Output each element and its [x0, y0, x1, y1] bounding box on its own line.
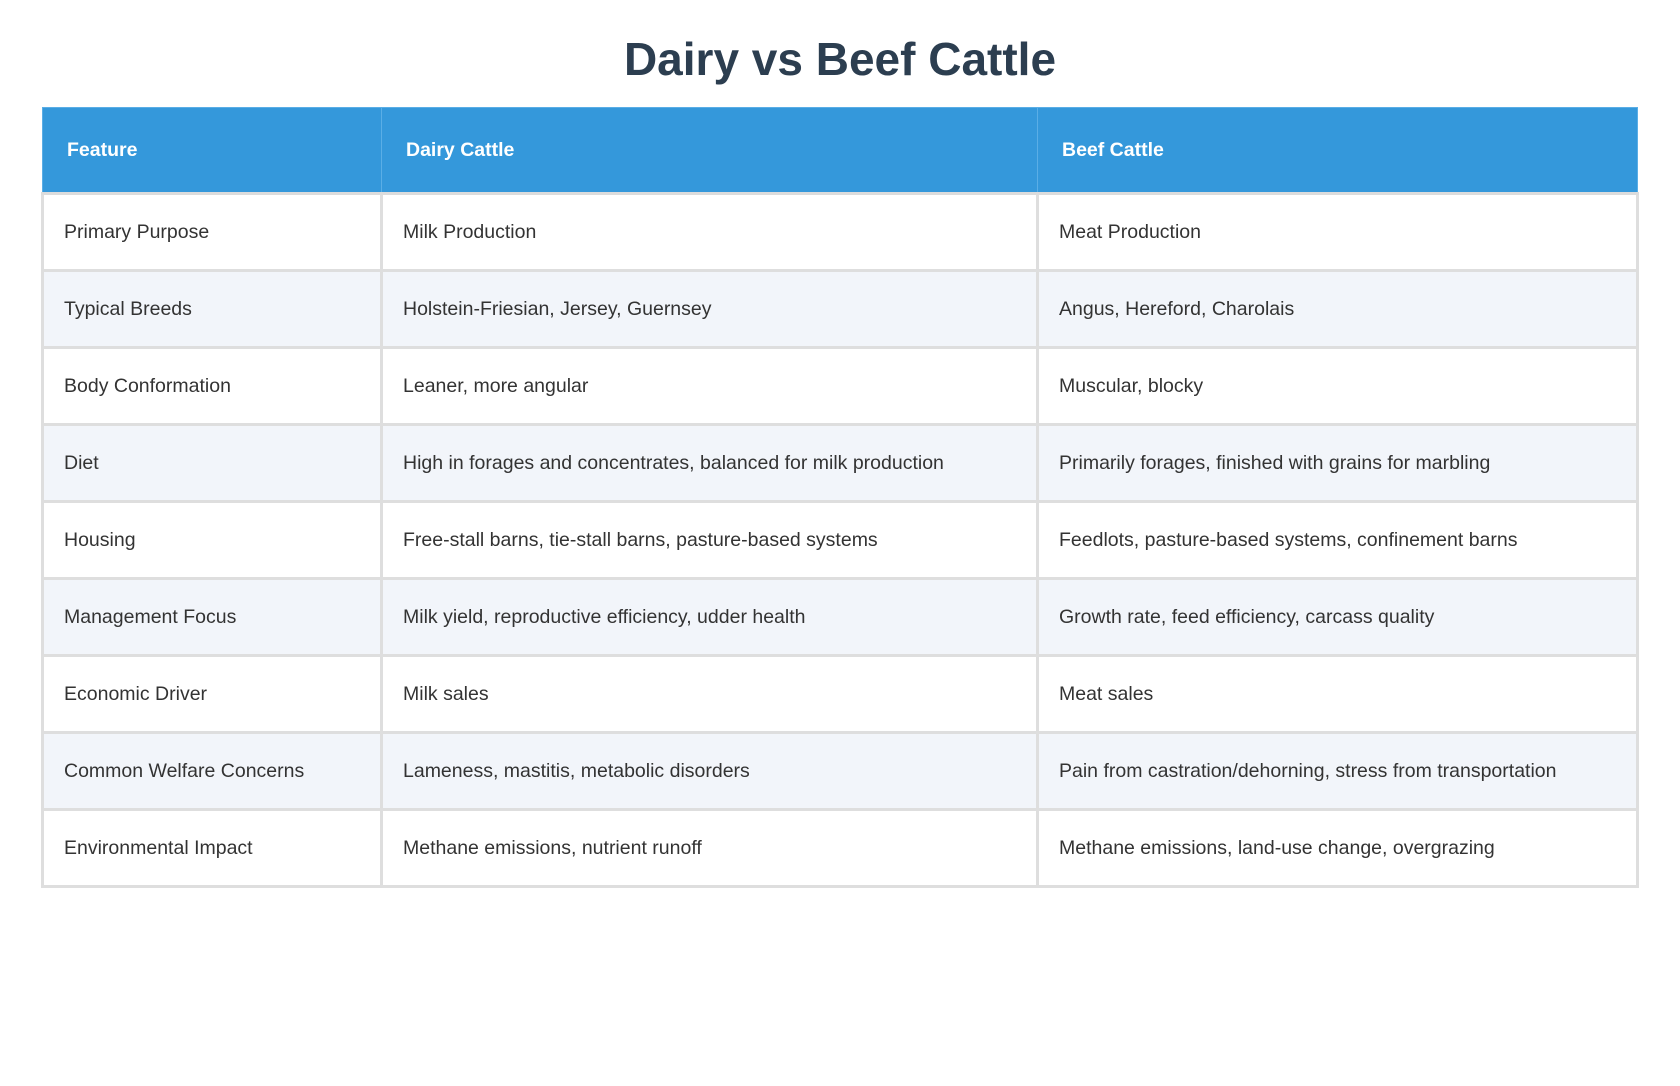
- feature-cell: Diet: [41, 423, 383, 503]
- feature-cell: Environmental Impact: [41, 808, 383, 888]
- table-row: Body Conformation Leaner, more angular Mus…: [41, 346, 1639, 426]
- dairy-cell: Methane emissions, nutrient runoff: [380, 808, 1039, 888]
- column-header: Dairy Cattle: [381, 107, 1038, 195]
- beef-cell: Pain from castration/dehorning, stress f…: [1036, 731, 1639, 811]
- feature-cell: Body Conformation: [41, 346, 383, 426]
- beef-cell: Feedlots, pasture-based systems, confine…: [1036, 500, 1639, 580]
- dairy-cell: Milk sales: [380, 654, 1039, 734]
- dairy-cell: Milk Production: [380, 192, 1039, 272]
- dairy-cell: Holstein-Friesian, Jersey, Guernsey: [380, 269, 1039, 349]
- feature-cell: Common Welfare Concerns: [41, 731, 383, 811]
- beef-cell: Angus, Hereford, Charolais: [1036, 269, 1639, 349]
- table-row: Environmental Impact Methane emissions, n…: [41, 808, 1639, 888]
- feature-cell: Primary Purpose: [41, 192, 383, 272]
- dairy-cell: Leaner, more angular: [380, 346, 1039, 426]
- header-row: Feature Dairy Cattle Beef Cattle: [42, 107, 1638, 195]
- comparison-table: Feature Dairy Cattle Beef Cattle Primary…: [41, 107, 1639, 888]
- feature-cell: Economic Driver: [41, 654, 383, 734]
- table-row: Management Focus Milk yield, reproductive…: [41, 577, 1639, 657]
- table-row: Common Welfare Concerns Lameness, mastiti…: [41, 731, 1639, 811]
- feature-cell: Housing: [41, 500, 383, 580]
- table-row: Economic Driver Milk sales Meat sales: [41, 654, 1639, 734]
- table-row: Diet High in forages and concentrates, ba…: [41, 423, 1639, 503]
- beef-cell: Growth rate, feed efficiency, carcass qu…: [1036, 577, 1639, 657]
- beef-cell: Meat Production: [1036, 192, 1639, 272]
- column-header: Beef Cattle: [1037, 107, 1638, 195]
- beef-cell: Primarily forages, finished with grains …: [1036, 423, 1639, 503]
- beef-cell: Meat sales: [1036, 654, 1639, 734]
- beef-cell: Muscular, blocky: [1036, 346, 1639, 426]
- table-row: Typical Breeds Holstein-Friesian, Jersey,…: [41, 269, 1639, 349]
- dairy-cell: Free-stall barns, tie-stall barns, pastu…: [380, 500, 1039, 580]
- table-row: Housing Free-stall barns, tie-stall barns…: [41, 500, 1639, 580]
- dairy-cell: Lameness, mastitis, metabolic disorders: [380, 731, 1039, 811]
- dairy-cell: High in forages and concentrates, balanc…: [380, 423, 1039, 503]
- dairy-cell: Milk yield, reproductive efficiency, udd…: [380, 577, 1039, 657]
- column-header: Feature: [42, 107, 382, 195]
- feature-cell: Management Focus: [41, 577, 383, 657]
- feature-cell: Typical Breeds: [41, 269, 383, 349]
- beef-cell: Methane emissions, land-use change, over…: [1036, 808, 1639, 888]
- table-row: Primary Purpose Milk Production Meat Produ…: [41, 192, 1639, 272]
- page-title: Dairy vs Beef Cattle: [623, 33, 1057, 85]
